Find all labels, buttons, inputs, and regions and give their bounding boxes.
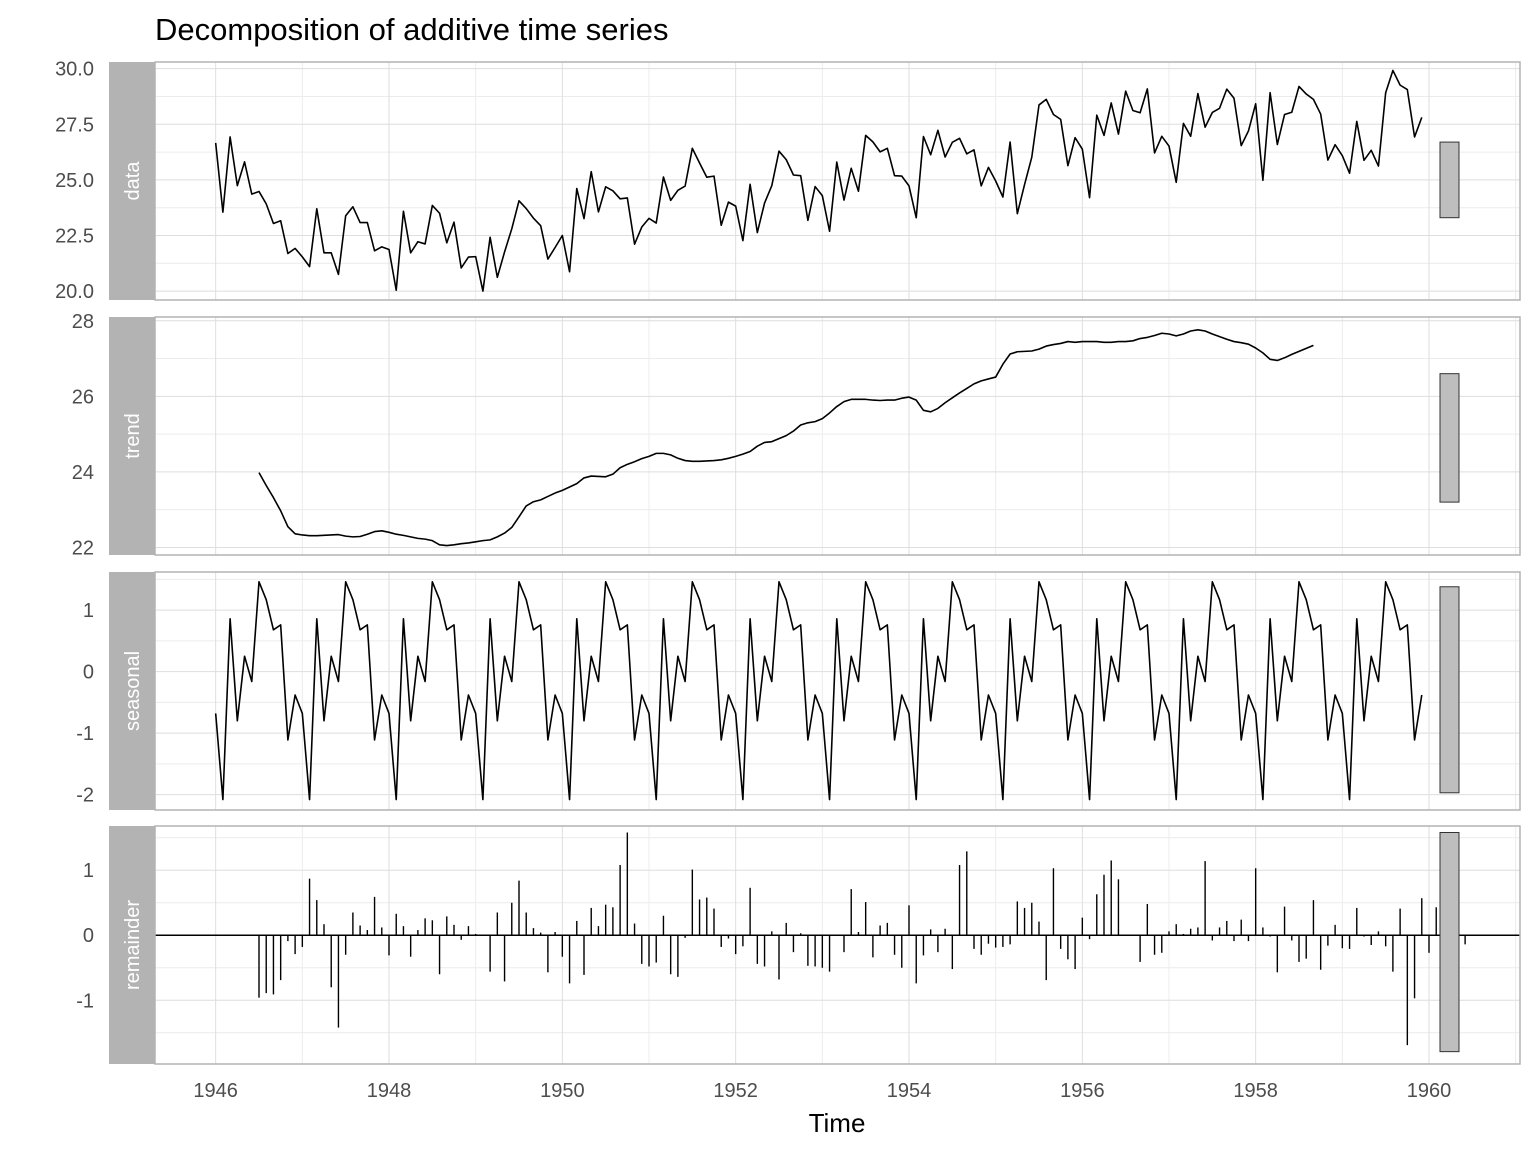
series-line-data [214, 69, 1423, 292]
y-tick-label: -2 [76, 785, 94, 807]
range-bar-seasonal [1439, 586, 1460, 794]
gridlines-data [155, 62, 1520, 300]
x-tick-label: 1948 [367, 1080, 412, 1102]
panel-border-trend [154, 316, 1521, 556]
x-tick-label: 1958 [1233, 1080, 1278, 1102]
panel-border-data [154, 61, 1521, 301]
x-tick-label: 1960 [1407, 1080, 1452, 1102]
y-tick-label: 28 [72, 311, 94, 333]
strip-label-seasonal: seasonal [122, 651, 144, 731]
panel-trend: trend 22 24 26 28 [72, 311, 1521, 559]
panel-border-seasonal [154, 571, 1521, 811]
x-axis: 1946 1948 1950 1952 1954 1956 1958 1960 [193, 1080, 1451, 1102]
gridlines-seasonal [155, 572, 1520, 810]
y-tick-label: 22.5 [55, 225, 94, 247]
x-tick-label: 1954 [887, 1080, 932, 1102]
series-line-trend [258, 329, 1314, 547]
y-tick-label: 20.0 [55, 281, 94, 303]
y-tick-label: 30.0 [55, 59, 94, 81]
x-tick-label: 1950 [540, 1080, 585, 1102]
y-tick-label: -1 [76, 723, 94, 745]
range-bar-data [1439, 141, 1460, 219]
gridlines-remainder [155, 826, 1520, 1064]
strip-seasonal [109, 572, 155, 810]
panel-border-remainder [154, 825, 1521, 1065]
strip-trend [109, 317, 155, 555]
strip-label-remainder: remainder [122, 900, 144, 990]
y-tick-label: 1 [83, 860, 94, 882]
x-tick-label: 1946 [193, 1080, 238, 1102]
y-tick-label: 0 [83, 925, 94, 947]
y-tick-label: 24 [72, 462, 94, 484]
panels: data 20.0 22.5 25.0 27.5 30.0 trend 22 24 26 28 sea… [55, 59, 1521, 1065]
range-bar-remainder [1439, 832, 1460, 1053]
remainder-bars [155, 832, 1520, 1046]
y-tick-label: 25.0 [55, 170, 94, 192]
panel-seasonal: seasonal -2 -1 0 1 [76, 571, 1521, 811]
chart-title: Decomposition of additive time series [155, 12, 668, 47]
x-axis-label: Time [809, 1108, 866, 1138]
gridlines-trend [155, 317, 1520, 555]
y-tick-label: 0 [83, 662, 94, 684]
y-tick-label: 22 [72, 537, 94, 559]
strip-label-data: data [122, 161, 144, 201]
series-line-seasonal [214, 581, 1423, 801]
panel-remainder: remainder -1 0 1 [76, 825, 1521, 1065]
strip-remainder [109, 826, 155, 1064]
y-tick-label: 27.5 [55, 114, 94, 136]
y-tick-label: 26 [72, 386, 94, 408]
x-tick-label: 1956 [1060, 1080, 1105, 1102]
x-tick-label: 1952 [713, 1080, 758, 1102]
y-tick-label: 1 [83, 600, 94, 622]
y-tick-label: -1 [76, 990, 94, 1012]
strip-data [109, 62, 155, 300]
range-bar-trend [1439, 373, 1460, 503]
strip-label-trend: trend [122, 413, 144, 459]
panel-data: data 20.0 22.5 25.0 27.5 30.0 [55, 59, 1521, 303]
